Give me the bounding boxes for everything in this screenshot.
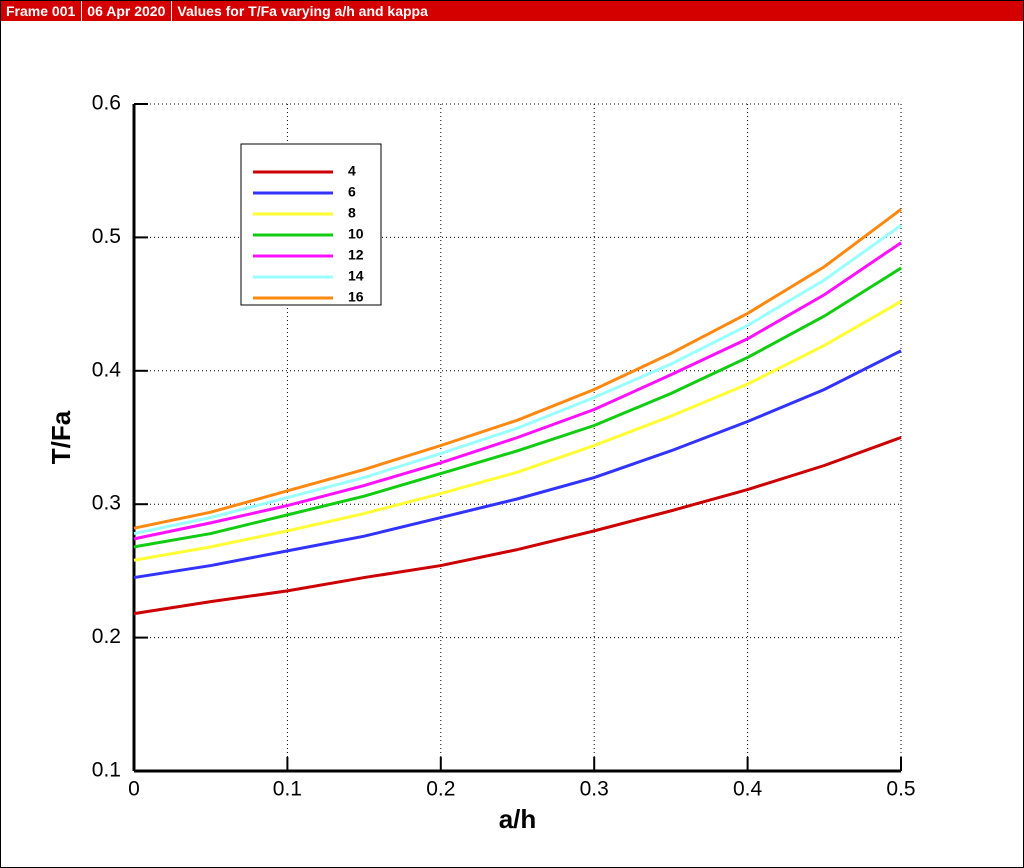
x-tick-label: 0.4 [733, 778, 763, 801]
frame-title: Values for T/Fa varying a/h and kappa [171, 1, 434, 21]
x-tick-label: 0.2 [426, 778, 455, 801]
legend-label: 8 [348, 205, 356, 221]
y-tick-label: 0.6 [92, 92, 121, 115]
y-tick-label: 0.4 [92, 358, 122, 381]
x-tick-label: 0.1 [273, 778, 302, 801]
y-tick-label: 0.5 [92, 225, 121, 248]
x-tick-label: 0.5 [886, 778, 915, 801]
y-tick-label: 0.3 [92, 492, 121, 515]
legend-label: 12 [348, 247, 364, 263]
legend-label: 6 [348, 184, 356, 200]
data-line [133, 224, 902, 536]
data-line [133, 208, 902, 530]
x-tick-label: 0 [128, 778, 140, 801]
x-axis-label: a/h [499, 804, 537, 834]
y-tick-label: 0.2 [92, 625, 121, 648]
data-line [133, 241, 902, 541]
x-tick-label: 0.3 [580, 778, 609, 801]
legend-label: 16 [348, 289, 364, 305]
legend-label: 4 [348, 163, 356, 179]
data-line [133, 266, 902, 549]
legend-label: 10 [348, 226, 364, 242]
header-bar: Frame 001 06 Apr 2020 Values for T/Fa vary… [1, 1, 1023, 21]
frame-label: Frame 001 [6, 3, 76, 19]
data-line [133, 300, 902, 562]
y-axis-label: T/Fa [46, 410, 76, 464]
y-tick-label: 0.1 [92, 759, 121, 782]
data-line [133, 436, 902, 616]
legend-label: 14 [348, 268, 364, 284]
date-label: 06 Apr 2020 [81, 1, 171, 21]
data-line [133, 349, 902, 580]
legend: 4 6 8 10 12 14 16 [240, 143, 382, 306]
